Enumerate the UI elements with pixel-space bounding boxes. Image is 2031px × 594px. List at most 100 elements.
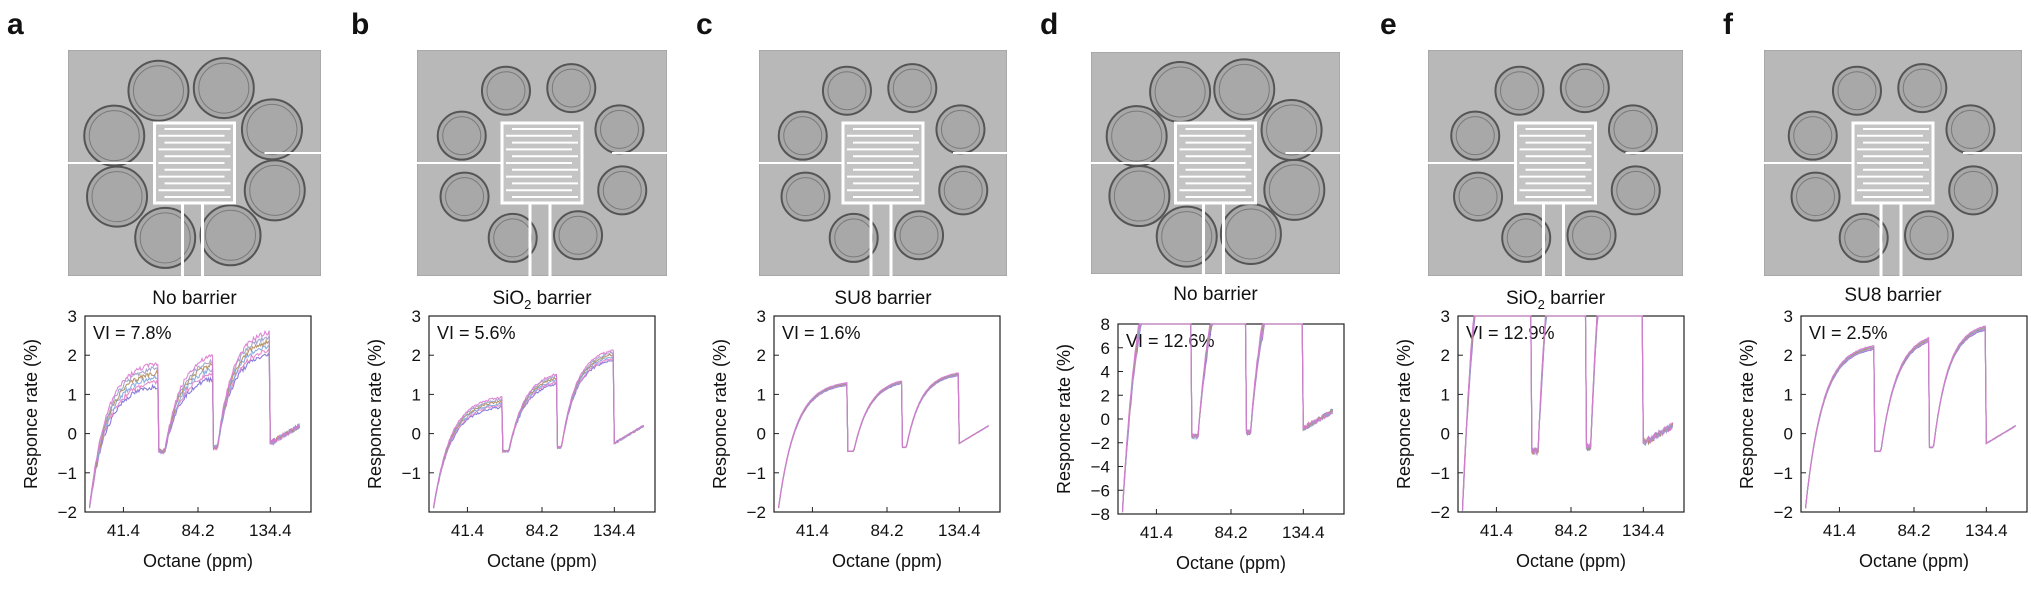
- droplet: [1450, 110, 1501, 161]
- y-tick-label: 3: [1441, 307, 1450, 326]
- y-tick-label: 0: [757, 425, 766, 444]
- droplet: [127, 59, 190, 122]
- plot-frame: [1117, 323, 1345, 515]
- x-axis-label: Octane (ppm): [143, 551, 253, 571]
- x-tick-label: 41.4: [1823, 521, 1856, 540]
- response-chart: −8 −6 −4 −2 0 2 4 6 8 41.4 84.2 134.4 Octane (ppm) Re…: [1054, 315, 1345, 573]
- x-axis-label: Octane (ppm): [1176, 553, 1286, 573]
- response-series-line: [88, 335, 301, 507]
- response-series-line: [432, 351, 644, 508]
- x-tick-label: 41.4: [1480, 521, 1513, 540]
- device-caption: SU8 barrier: [834, 288, 932, 309]
- droplet: [1155, 205, 1218, 268]
- response-series-line: [1121, 323, 1333, 508]
- response-series-line: [432, 356, 644, 509]
- droplet: [780, 171, 831, 222]
- y-tick-label: 1: [412, 385, 421, 404]
- panel-letter: b: [351, 8, 370, 41]
- response-series-line: [1461, 315, 1673, 506]
- droplet: [887, 63, 938, 114]
- y-axis-label: Responce rate (%): [1054, 344, 1074, 494]
- y-tick-label: 0: [68, 425, 77, 444]
- response-series-line: [777, 373, 989, 509]
- droplet: [1790, 171, 1841, 222]
- vi-annotation: VI = 12.6%: [1126, 331, 1215, 351]
- y-tick-label: 4: [1101, 363, 1110, 382]
- droplet: [1566, 210, 1617, 261]
- response-series-line: [1804, 327, 2016, 509]
- droplet: [1105, 105, 1168, 168]
- droplet: [1948, 165, 1999, 216]
- droplet: [240, 98, 303, 161]
- droplet: [1831, 65, 1882, 116]
- x-axis-label: Octane (ppm): [487, 551, 597, 571]
- response-series-line: [1121, 323, 1334, 513]
- droplet: [134, 206, 197, 269]
- x-tick-label: 41.4: [1140, 523, 1173, 542]
- x-tick-label: 134.4: [1282, 523, 1325, 542]
- x-tick-label: 41.4: [796, 521, 829, 540]
- response-series-line: [777, 373, 990, 508]
- panel-letter: d: [1040, 8, 1059, 41]
- y-tick-label: 3: [1784, 307, 1793, 326]
- response-series-line: [1461, 315, 1674, 511]
- response-series-line: [1121, 323, 1334, 512]
- y-tick-label: −1: [402, 464, 421, 483]
- y-tick-label: −6: [1091, 481, 1110, 500]
- y-tick-label: 0: [1101, 410, 1110, 429]
- sensor-device-image: [1764, 50, 2022, 276]
- droplet: [1213, 58, 1276, 121]
- y-tick-label: 3: [68, 307, 77, 326]
- droplet: [1501, 212, 1552, 263]
- y-tick-label: 2: [68, 346, 77, 365]
- vi-annotation: VI = 7.8%: [93, 323, 172, 343]
- droplet: [199, 204, 262, 267]
- y-axis-label: Responce rate (%): [1394, 339, 1414, 489]
- caption-text-tail: barrier: [1544, 288, 1606, 309]
- droplet: [436, 110, 487, 161]
- y-tick-label: 1: [68, 385, 77, 404]
- droplet: [1453, 171, 1504, 222]
- y-tick-label: 2: [757, 346, 766, 365]
- droplet: [192, 57, 255, 120]
- droplet: [821, 65, 872, 116]
- sensor-device-image: [1091, 52, 1340, 274]
- y-tick-label: 2: [1441, 346, 1450, 365]
- vi-annotation: VI = 5.6%: [437, 323, 516, 343]
- x-tick-label: 134.4: [593, 521, 636, 540]
- droplet: [828, 212, 879, 263]
- caption-subscript: 2: [1537, 296, 1545, 312]
- y-tick-label: 1: [757, 385, 766, 404]
- caption-text: SiO: [1505, 288, 1538, 309]
- sensor-device-image: [1428, 50, 1683, 276]
- y-tick-label: −1: [747, 464, 766, 483]
- x-tick-label: 84.2: [1214, 523, 1247, 542]
- droplet: [83, 104, 146, 167]
- droplet: [480, 65, 531, 116]
- x-tick-label: 84.2: [1554, 521, 1587, 540]
- response-series-line: [88, 348, 301, 508]
- x-tick-label: 134.4: [1622, 521, 1665, 540]
- device-caption: No barrier: [152, 288, 237, 309]
- response-series-line: [432, 358, 644, 509]
- y-tick-label: 1: [1784, 385, 1793, 404]
- x-axis-label: Octane (ppm): [832, 551, 942, 571]
- droplet: [1260, 98, 1323, 161]
- response-series-line: [777, 372, 989, 508]
- caption-subscript: 2: [524, 296, 532, 312]
- droplet: [487, 212, 538, 263]
- x-tick-label: 134.4: [249, 521, 292, 540]
- response-chart: −2 −1 0 1 2 3 41.4 84.2 134.4 Octane (ppm) Responc…: [1394, 307, 1685, 571]
- response-series-line: [777, 374, 989, 508]
- x-tick-label: 134.4: [938, 521, 981, 540]
- response-series-line: [88, 344, 300, 508]
- y-axis-label: Responce rate (%): [365, 339, 385, 489]
- plot-frame: [1800, 315, 2028, 513]
- y-tick-label: −2: [58, 503, 77, 522]
- droplet: [1838, 212, 1889, 263]
- y-tick-label: −2: [1091, 434, 1110, 453]
- y-tick-label: −1: [1774, 464, 1793, 483]
- droplet: [597, 165, 648, 216]
- device-caption: SU8 barrier: [1844, 285, 1942, 306]
- y-axis-label: Responce rate (%): [21, 339, 41, 489]
